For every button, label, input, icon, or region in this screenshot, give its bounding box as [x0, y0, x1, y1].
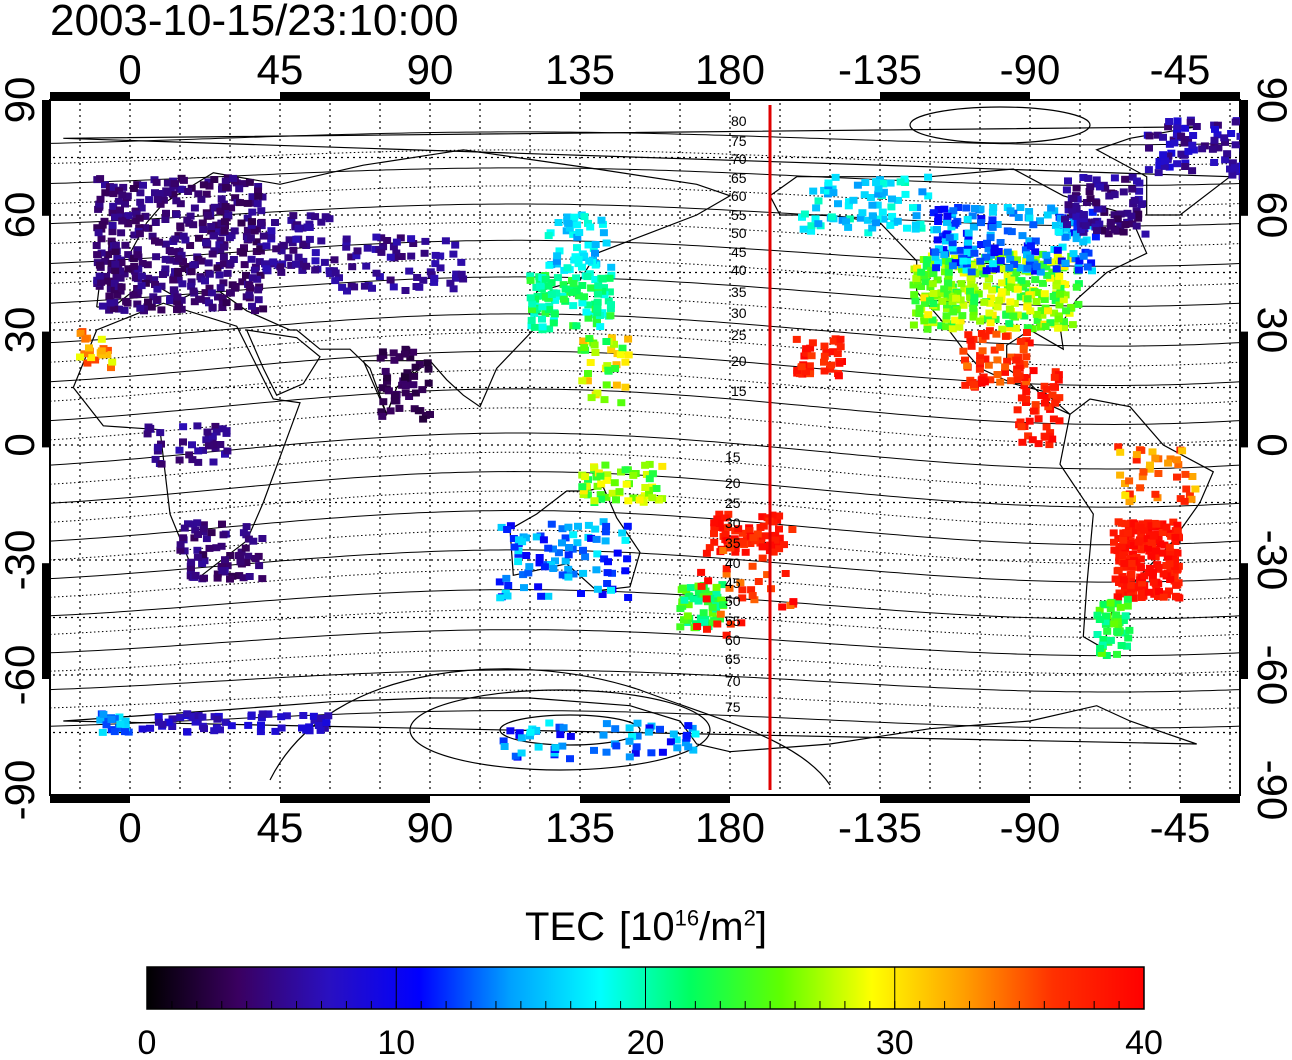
contour-label: 70 — [725, 673, 741, 689]
lon-tick-top: 45 — [257, 46, 304, 93]
colorbar-tick-label: 10 — [377, 1024, 415, 1060]
lat-tick-left: -60 — [0, 645, 43, 706]
lon-tick-bottom: -45 — [1150, 804, 1211, 851]
colorbar-title: TEC [1016/m2] — [0, 905, 1292, 950]
lon-tick-bottom: 0 — [118, 804, 141, 851]
contour-label: 65 — [725, 651, 741, 667]
contour-label: 35 — [731, 284, 747, 300]
lat-tick-right: 90 — [1249, 77, 1292, 124]
axis-tick-labels: 0045459090135135180180-135-135-90-90-45-… — [0, 46, 1292, 851]
colorbar-tick-label: 40 — [1125, 1024, 1163, 1060]
contour-label: 60 — [725, 632, 741, 648]
contour-label: 20 — [725, 475, 741, 491]
lat-tick-right: 60 — [1249, 192, 1292, 239]
lat-tick-left: 90 — [0, 77, 43, 124]
contour-label: 15 — [725, 449, 741, 465]
lon-tick-bottom: 135 — [545, 804, 615, 851]
contour-label: 25 — [725, 495, 741, 511]
lon-tick-top: 0 — [118, 46, 141, 93]
lon-tick-top: 90 — [407, 46, 454, 93]
contour-label: 65 — [731, 170, 747, 186]
colorbar-tick-label: 0 — [138, 1024, 157, 1060]
contour-label: 30 — [731, 305, 747, 321]
lat-tick-left: 30 — [0, 307, 43, 354]
contour-label: 60 — [731, 188, 747, 204]
contour-label: 40 — [725, 555, 741, 571]
lat-tick-left: -30 — [0, 530, 43, 591]
lon-tick-bottom: -135 — [838, 804, 922, 851]
lat-tick-right: -30 — [1249, 530, 1292, 591]
contour-label: 45 — [731, 244, 747, 260]
contour-label: 30 — [725, 515, 741, 531]
lon-tick-top: -90 — [1000, 46, 1061, 93]
colorbar-unit-mid: /m — [699, 905, 744, 949]
lat-tick-right: 30 — [1249, 307, 1292, 354]
lon-tick-top: 180 — [695, 46, 765, 93]
frame-ticks — [42, 92, 1248, 803]
lat-tick-right: -60 — [1249, 645, 1292, 706]
colorbar: 0 10 20 30 40 — [138, 966, 1163, 1060]
lat-tick-left: -90 — [0, 760, 43, 821]
contour-label: 55 — [725, 613, 741, 629]
contour-label: 40 — [731, 262, 747, 278]
lon-tick-bottom: 45 — [257, 804, 304, 851]
contour-label: 75 — [725, 699, 741, 715]
contour-label: 50 — [731, 225, 747, 241]
colorbar-tick-label: 20 — [627, 1024, 665, 1060]
lon-tick-top: 135 — [545, 46, 615, 93]
colorbar-label: TEC — [525, 905, 606, 949]
contour-label: 55 — [731, 207, 747, 223]
tec-measurements — [76, 116, 1240, 763]
contour-label: 15 — [731, 383, 747, 399]
lat-tick-left: 60 — [0, 192, 43, 239]
lon-tick-bottom: 90 — [407, 804, 454, 851]
colorbar-unit-exp: 16 — [674, 905, 700, 931]
lon-tick-top: -45 — [1150, 46, 1211, 93]
contour-label: 20 — [731, 353, 747, 369]
contour-label: 50 — [725, 593, 741, 609]
contour-label: 25 — [731, 327, 747, 343]
colorbar-unit-suffix: ] — [755, 905, 767, 949]
lon-tick-bottom: 180 — [695, 804, 765, 851]
contour-label: 45 — [725, 575, 741, 591]
contour-label: 80 — [731, 113, 747, 129]
contour-label: 75 — [731, 133, 747, 149]
contour-labels: 80 75 70 65 60 55 50 45 40 35 30 25 20 15 15 20 25 30 35 40… — [725, 113, 747, 715]
contour-label: 70 — [731, 151, 747, 167]
contour-label: 35 — [725, 535, 741, 551]
timestamp-title: 2003-10-15/23:10:00 — [50, 0, 459, 45]
map-panel: 80 75 70 65 60 55 50 45 40 35 30 25 20 15 15 20 25 30 35 40… — [0, 46, 1292, 851]
lon-tick-top: -135 — [838, 46, 922, 93]
lat-tick-right: 0 — [1249, 433, 1292, 456]
colorbar-unit-prefix: [10 — [619, 905, 675, 949]
colorbar-tick-label: 30 — [876, 1024, 914, 1060]
lat-tick-left: 0 — [0, 433, 43, 456]
lon-tick-bottom: -90 — [1000, 804, 1061, 851]
lat-tick-right: -90 — [1249, 760, 1292, 821]
colorbar-unit-exp2: 2 — [743, 905, 756, 931]
